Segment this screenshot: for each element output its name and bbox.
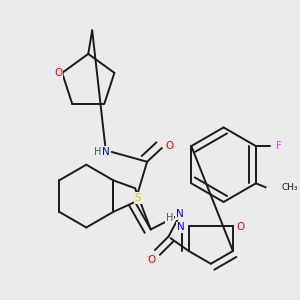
- Text: CH₃: CH₃: [281, 183, 298, 192]
- Text: H: H: [166, 213, 173, 223]
- Text: O: O: [237, 223, 245, 232]
- Text: N: N: [176, 209, 183, 219]
- Text: N: N: [102, 147, 110, 157]
- Text: S: S: [135, 193, 141, 203]
- Text: N: N: [177, 223, 185, 232]
- Text: F: F: [277, 141, 282, 151]
- Text: H: H: [94, 147, 102, 157]
- Text: O: O: [166, 141, 174, 151]
- Text: O: O: [147, 255, 155, 265]
- Text: O: O: [54, 68, 62, 78]
